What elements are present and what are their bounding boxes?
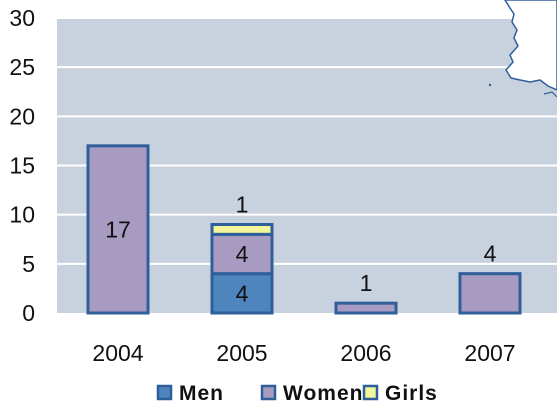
legend-swatch-women (260, 384, 277, 401)
bar-women-2004 (86, 144, 150, 315)
x-tick-label: 2006 (340, 340, 391, 366)
data-label: 1 (360, 270, 373, 296)
y-tick-label: 10 (9, 202, 35, 228)
y-axis-tick-labels: 0 5 10 15 20 25 30 (9, 5, 35, 326)
y-tick-label: 30 (9, 5, 35, 31)
bar-women-2005 (210, 232, 274, 276)
y-tick-label: 25 (9, 54, 35, 80)
x-axis-tick-labels: 2004 2005 2006 2007 (92, 340, 515, 366)
data-label: 4 (236, 280, 249, 306)
data-label: 1 (236, 192, 249, 218)
coastline-map-decoration (488, 0, 557, 98)
y-tick-label: 15 (9, 153, 35, 179)
bar-women-2006 (334, 301, 398, 315)
legend-label-men: Men (179, 382, 224, 405)
bar-women-2007 (458, 272, 522, 315)
x-tick-label: 2004 (92, 340, 143, 366)
legend: Men Women Girls (156, 382, 438, 405)
bar-men-2005 (210, 272, 274, 315)
data-labels: 17 4 4 1 1 4 (105, 192, 496, 307)
data-label: 4 (484, 241, 497, 267)
bars-layer (86, 144, 522, 315)
data-label: 17 (105, 216, 131, 242)
x-tick-label: 2007 (464, 340, 515, 366)
y-tick-label: 5 (22, 251, 35, 277)
bar-girls-2005 (210, 223, 274, 236)
legend-swatch-girls (362, 384, 379, 401)
legend-label-girls: Girls (385, 382, 438, 405)
x-tick-label: 2005 (216, 340, 267, 366)
legend-label-women: Women (283, 382, 363, 405)
data-label: 4 (236, 241, 249, 267)
y-tick-label: 20 (9, 103, 35, 129)
y-tick-label: 0 (22, 300, 35, 326)
legend-swatch-men (156, 384, 173, 401)
